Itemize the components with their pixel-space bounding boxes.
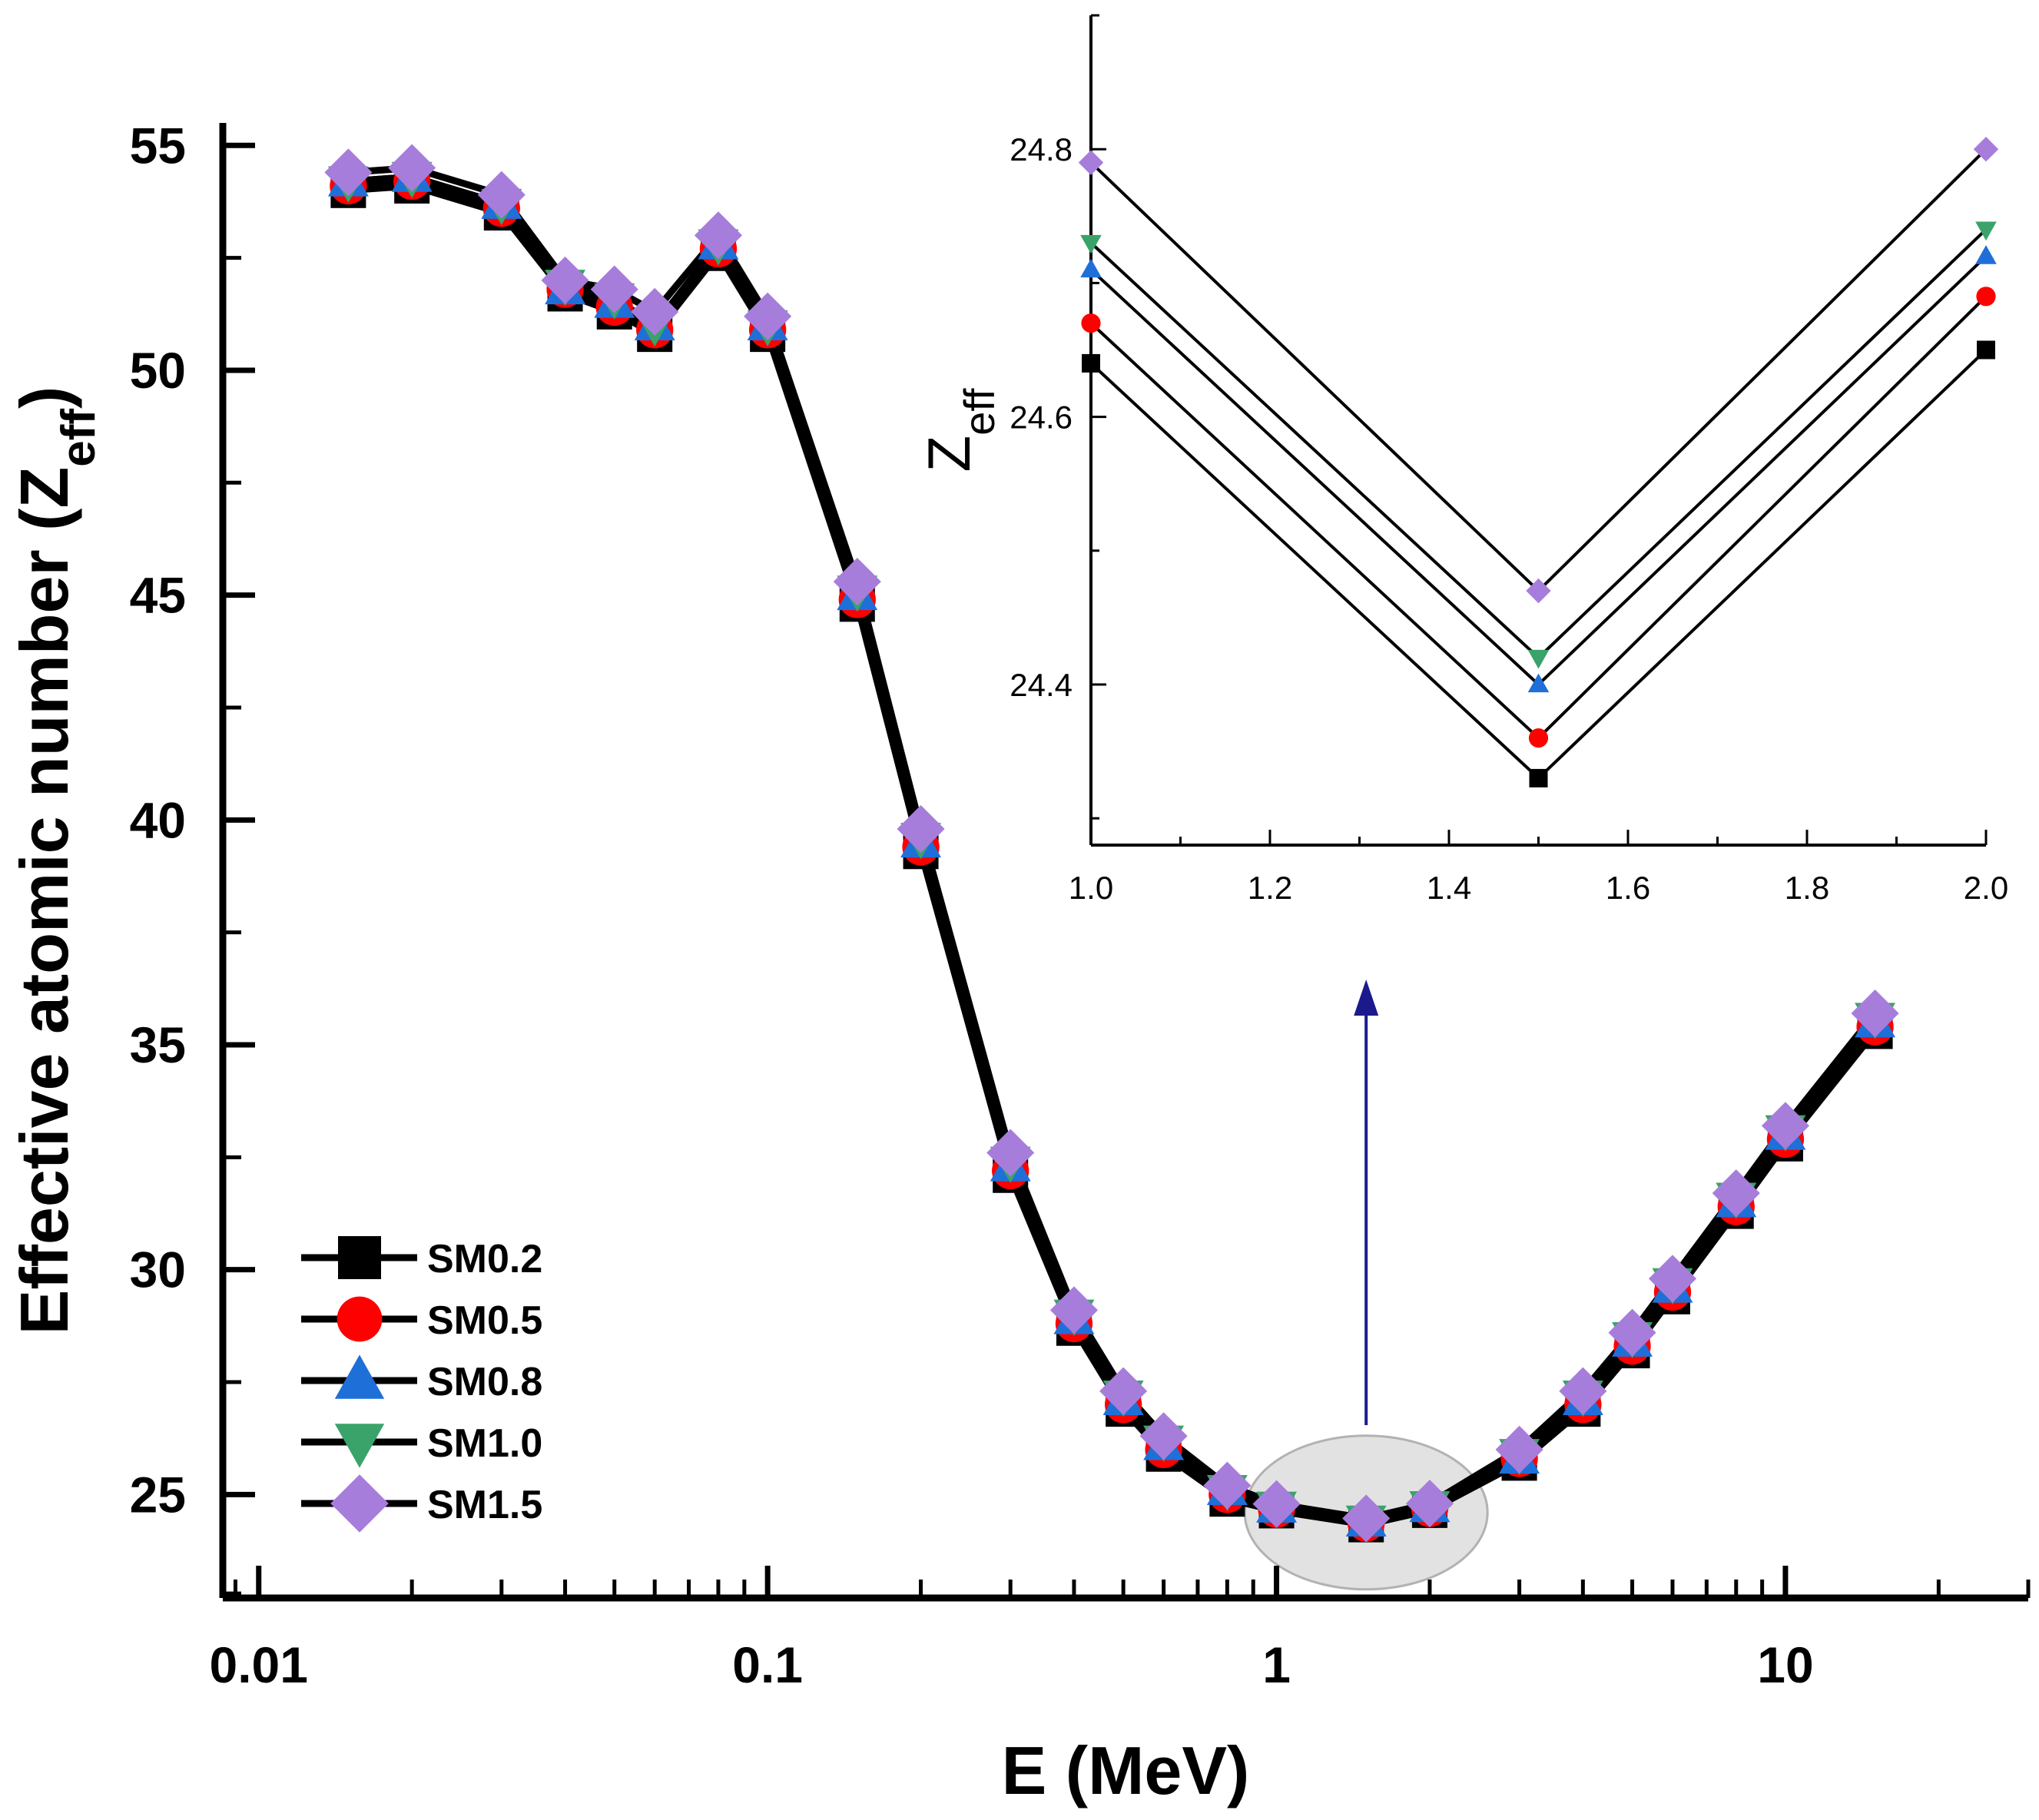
zoom-arrow-head xyxy=(1354,980,1379,1016)
y-axis-title-subscript: eff xyxy=(52,409,105,467)
data-point-SM1.5 xyxy=(744,292,792,340)
legend-marker-SM1.5 xyxy=(330,1474,389,1533)
y-axis-title-main: Effective atomic number (Z xyxy=(6,467,82,1335)
main-plot: 0.01 0.1 1 10 25 30 35 40 45 50 55 E (MeV) Effective… xyxy=(6,117,2031,1808)
inset-data-point-SM0.8 xyxy=(1527,673,1550,693)
inset-series-line-SM0.2 xyxy=(1089,349,1988,781)
inset-y-tick-label: 24.6 xyxy=(1010,399,1073,436)
data-point-SM1.5 xyxy=(1049,1286,1099,1334)
inset-data-point-SM0.2 xyxy=(1529,768,1548,787)
y-tick-label: 50 xyxy=(130,342,186,399)
data-point-SM1.5 xyxy=(1712,1169,1760,1218)
data-point-SM1.5 xyxy=(694,211,743,260)
y-tick-label: 35 xyxy=(130,1016,186,1073)
inset-series-line-SM0.5 xyxy=(1089,295,1988,741)
inset-data-point-SM0.5 xyxy=(1081,313,1101,333)
inset-plot: 1.0 1.2 1.4 1.6 1.8 2.0 24.4 24.6 24.8 Zeff xyxy=(915,14,2008,906)
inset-x-tick-label: 1.2 xyxy=(1248,870,1292,906)
data-point-SM1.5 xyxy=(477,171,525,219)
x-tick-label: 10 xyxy=(1757,1636,1813,1693)
data-point-SM1.5 xyxy=(1559,1367,1607,1415)
y-tick-label: 25 xyxy=(130,1466,186,1523)
inset-y-axis-title: Zeff xyxy=(915,388,1003,472)
legend-label-SM1.0: SM1.0 xyxy=(427,1421,542,1466)
legend-label-SM0.5: SM0.5 xyxy=(427,1298,542,1343)
data-point-SM1.5 xyxy=(1608,1308,1656,1357)
data-point-SM1.5 xyxy=(1139,1412,1188,1460)
inset-data-point-SM1.0 xyxy=(1527,649,1550,669)
data-point-SM1.5 xyxy=(324,148,373,197)
inset-y-axis-title-subscript: eff xyxy=(955,388,1003,436)
data-point-SM1.5 xyxy=(897,804,945,854)
data-point-SM1.5 xyxy=(388,144,436,192)
x-tick-label: 0.1 xyxy=(732,1636,803,1693)
inset-data-point-SM0.2 xyxy=(1082,353,1100,373)
inset-x-tick-label: 2.0 xyxy=(1964,870,2008,906)
y-axis-title: Effective atomic number (Zeff) xyxy=(6,386,105,1335)
data-point-SM1.5 xyxy=(1252,1480,1301,1528)
inset-x-tick-label: 1.0 xyxy=(1069,870,1113,906)
inset-series-line-SM1.5 xyxy=(1089,148,1988,593)
legend-label-SM1.5: SM1.5 xyxy=(427,1483,542,1527)
data-point-SM1.5 xyxy=(541,256,589,304)
series-line-SM1.5 xyxy=(348,164,1878,1522)
data-point-SM1.5 xyxy=(1342,1494,1391,1543)
inset-data-point-SM0.5 xyxy=(1976,287,1996,307)
data-point-SM1.5 xyxy=(833,558,881,606)
inset-data-point-SM1.5 xyxy=(1526,578,1551,604)
inset-x-tick-label: 1.8 xyxy=(1785,870,1829,906)
data-point-SM1.5 xyxy=(1099,1367,1148,1415)
inset-data-point-SM1.5 xyxy=(1973,136,1999,162)
y-tick-label: 40 xyxy=(130,791,186,848)
legend-marker-SM0.5 xyxy=(337,1296,383,1342)
legend-marker-SM0.2 xyxy=(338,1236,381,1279)
data-point-SM1.5 xyxy=(1761,1102,1810,1150)
inset-data-point-SM0.8 xyxy=(1975,245,1997,264)
data-point-SM1.5 xyxy=(986,1129,1035,1177)
x-axis-title: E (MeV) xyxy=(1002,1732,1250,1808)
data-point-SM1.5 xyxy=(631,287,679,336)
inset-data-point-SM0.2 xyxy=(1977,340,1995,360)
y-tick-label: 55 xyxy=(130,117,186,174)
data-point-SM1.5 xyxy=(1495,1425,1543,1474)
y-tick-label: 30 xyxy=(130,1242,186,1298)
legend-label-SM0.2: SM0.2 xyxy=(427,1237,542,1281)
inset-data-point-SM1.0 xyxy=(1080,234,1102,254)
inset-y-axis-title-main: Z xyxy=(915,436,983,472)
data-point-SM1.5 xyxy=(590,265,638,313)
inset-x-tick-label: 1.4 xyxy=(1427,870,1471,906)
inset-y-tick-label: 24.8 xyxy=(1010,131,1073,167)
legend: SM0.2 SM0.5 SM0.8 SM1.0 SM1.5 xyxy=(301,1236,542,1533)
x-tick-label: 1 xyxy=(1262,1636,1291,1693)
data-point-SM1.5 xyxy=(1648,1255,1697,1303)
inset-x-tick-label: 1.6 xyxy=(1606,870,1650,906)
inset-data-point-SM0.5 xyxy=(1528,728,1549,748)
legend-marker-SM0.8 xyxy=(334,1354,385,1399)
legend-marker-SM1.0 xyxy=(334,1424,385,1468)
inset-y-tick-label: 24.4 xyxy=(1010,667,1073,703)
legend-label-SM0.8: SM0.8 xyxy=(427,1360,542,1404)
y-axis-title-close: ) xyxy=(6,386,82,409)
y-tick-label: 45 xyxy=(130,567,186,624)
data-point-SM1.5 xyxy=(1405,1480,1454,1528)
x-tick-label: 0.01 xyxy=(210,1636,308,1693)
data-point-SM1.5 xyxy=(1203,1461,1252,1510)
inset-series-line-SM0.8 xyxy=(1089,255,1988,687)
inset-data-point-SM1.5 xyxy=(1078,150,1104,175)
data-point-SM1.5 xyxy=(1851,989,1899,1038)
inset-data-point-SM1.0 xyxy=(1975,221,1997,241)
inset-data-point-SM0.8 xyxy=(1080,258,1102,278)
